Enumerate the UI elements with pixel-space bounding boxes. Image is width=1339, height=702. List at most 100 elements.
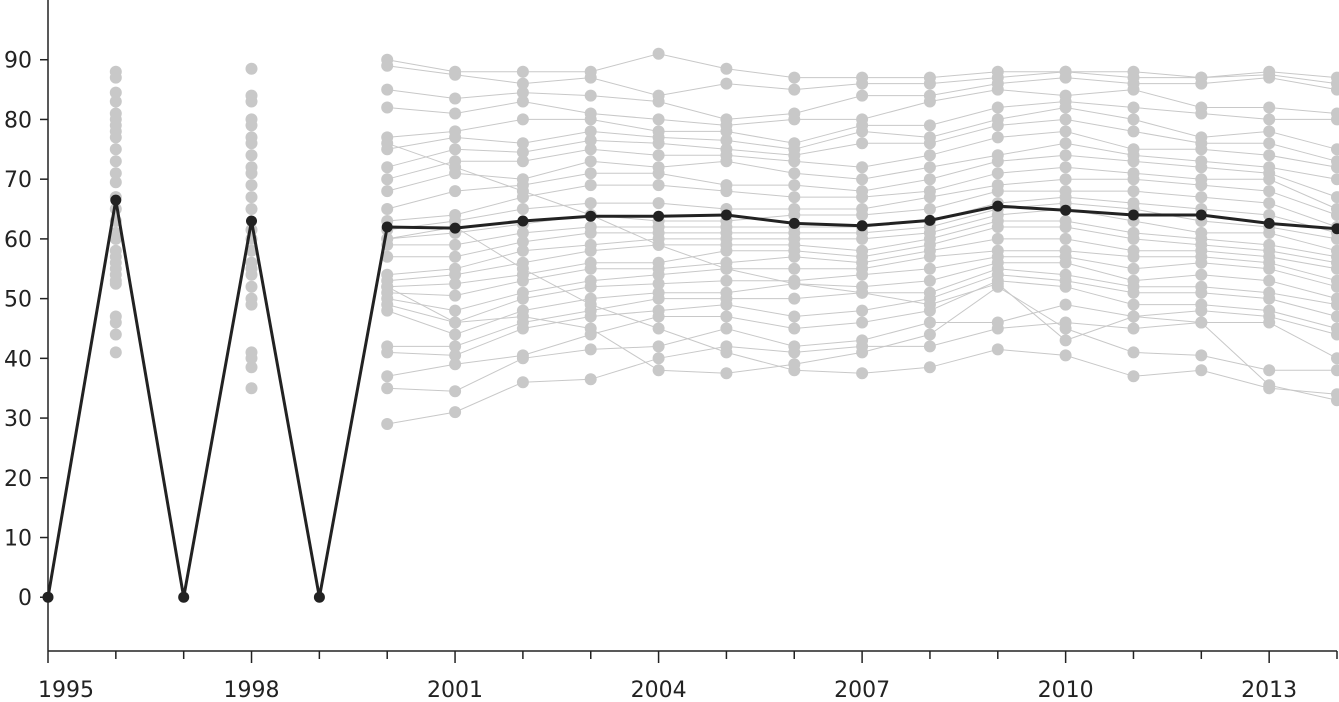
scatter-point-1996 <box>109 346 122 359</box>
series-3-point <box>381 83 394 96</box>
series-3-point <box>1195 77 1208 90</box>
series-7-point <box>1059 113 1072 126</box>
series-6-point <box>1331 143 1339 156</box>
series-8-point <box>1331 161 1339 174</box>
series-23-point <box>652 292 665 305</box>
scatter-point-1998 <box>245 95 258 108</box>
series-13-point <box>991 185 1004 198</box>
series-28-point <box>449 316 462 329</box>
scatter-point-1998 <box>245 119 258 132</box>
series-19-point <box>1331 262 1339 275</box>
scatter-point-1998 <box>245 268 258 281</box>
series-20-point <box>449 304 462 317</box>
series-12-point <box>584 197 597 210</box>
series-6-point <box>449 131 462 144</box>
series-2-point <box>720 77 733 90</box>
series-26-point <box>381 382 394 395</box>
series-24-point <box>381 346 394 359</box>
series-15-point <box>1331 232 1339 245</box>
series-28-point <box>516 310 529 323</box>
series-30-point <box>1195 316 1208 329</box>
series-30-point <box>856 286 869 299</box>
series-15-point <box>449 250 462 263</box>
highlight-point <box>1128 209 1139 221</box>
series-26-point <box>1059 298 1072 311</box>
axes-group: 0 10 20 30 40 50 60 70 80 90 1995 1998 2001 2004 2007 2… <box>4 0 1338 702</box>
scatter-point-1998 <box>245 382 258 395</box>
scatter-point-1996 <box>109 232 122 245</box>
series-26-point <box>1331 328 1339 341</box>
series-22-point <box>1263 274 1276 287</box>
series-30-point <box>1263 379 1276 392</box>
series-29-point <box>856 367 869 380</box>
y-tick-label: 50 <box>4 288 32 313</box>
scatter-point-1996 <box>109 71 122 84</box>
series-7-point <box>1127 125 1140 138</box>
series-28-point <box>652 364 665 377</box>
series-10-point <box>991 155 1004 168</box>
series-24-point <box>1331 310 1339 323</box>
y-tick-label: 70 <box>4 168 32 193</box>
series-30-point <box>381 137 394 150</box>
series-27-point <box>991 322 1004 335</box>
series-30-point <box>516 185 529 198</box>
series-5-point <box>516 113 529 126</box>
series-10-point <box>381 203 394 215</box>
series-26-point <box>720 322 733 335</box>
scatter-point-1996 <box>109 167 122 180</box>
series-12-point <box>1127 173 1140 186</box>
series-9-point <box>788 167 801 180</box>
highlight-point <box>517 215 529 227</box>
series-3-point <box>856 89 869 102</box>
series-20-point <box>788 262 801 275</box>
series-2-point <box>449 68 462 81</box>
series-24-point <box>584 310 597 323</box>
series-24-point <box>516 322 529 335</box>
series-11-point <box>991 167 1004 180</box>
series-2-point <box>381 59 394 72</box>
series-18-point <box>449 277 462 290</box>
series-7-point <box>991 119 1004 132</box>
scatter-point-1996 <box>109 155 122 168</box>
series-14-point <box>449 238 462 251</box>
y-tick-label: 60 <box>4 228 32 253</box>
series-6-point <box>720 134 733 147</box>
series-10-point <box>923 173 936 186</box>
series-8-point <box>923 149 936 162</box>
scatter-point-1998 <box>245 361 258 374</box>
series-7-point <box>449 143 462 156</box>
series-8-point <box>856 161 869 174</box>
series-6-point <box>1263 125 1276 138</box>
series-28-point <box>1195 349 1208 362</box>
series-6-point <box>1127 113 1140 126</box>
series-29-point <box>991 343 1004 356</box>
series-30-point <box>1331 394 1339 407</box>
series-2-point <box>923 77 936 90</box>
series-23-point <box>449 340 462 353</box>
series-9-point <box>1331 173 1339 186</box>
series-8-point <box>516 155 529 168</box>
scatter-point-1998 <box>245 137 258 150</box>
highlight-point <box>653 210 665 222</box>
series-7-point <box>516 146 529 159</box>
series-10-point <box>449 185 462 198</box>
series-30-point <box>449 161 462 174</box>
series-21-point <box>516 292 529 305</box>
series-9-point <box>720 155 733 168</box>
series-20-point <box>1127 250 1140 263</box>
highlight-point <box>1263 217 1275 229</box>
series-21-point <box>1263 262 1276 275</box>
highlight-point <box>856 220 868 232</box>
series-8-point <box>652 149 665 162</box>
series-27-point <box>584 373 597 386</box>
series-19-point <box>449 289 462 302</box>
series-27-point <box>1331 352 1339 365</box>
series-2-point <box>516 77 529 90</box>
series-28-point <box>381 280 394 293</box>
series-11-point <box>652 179 665 192</box>
series-3-point <box>1059 71 1072 84</box>
series-22-point <box>923 274 936 287</box>
series-24-point <box>856 304 869 317</box>
series-16-point <box>1263 226 1276 239</box>
